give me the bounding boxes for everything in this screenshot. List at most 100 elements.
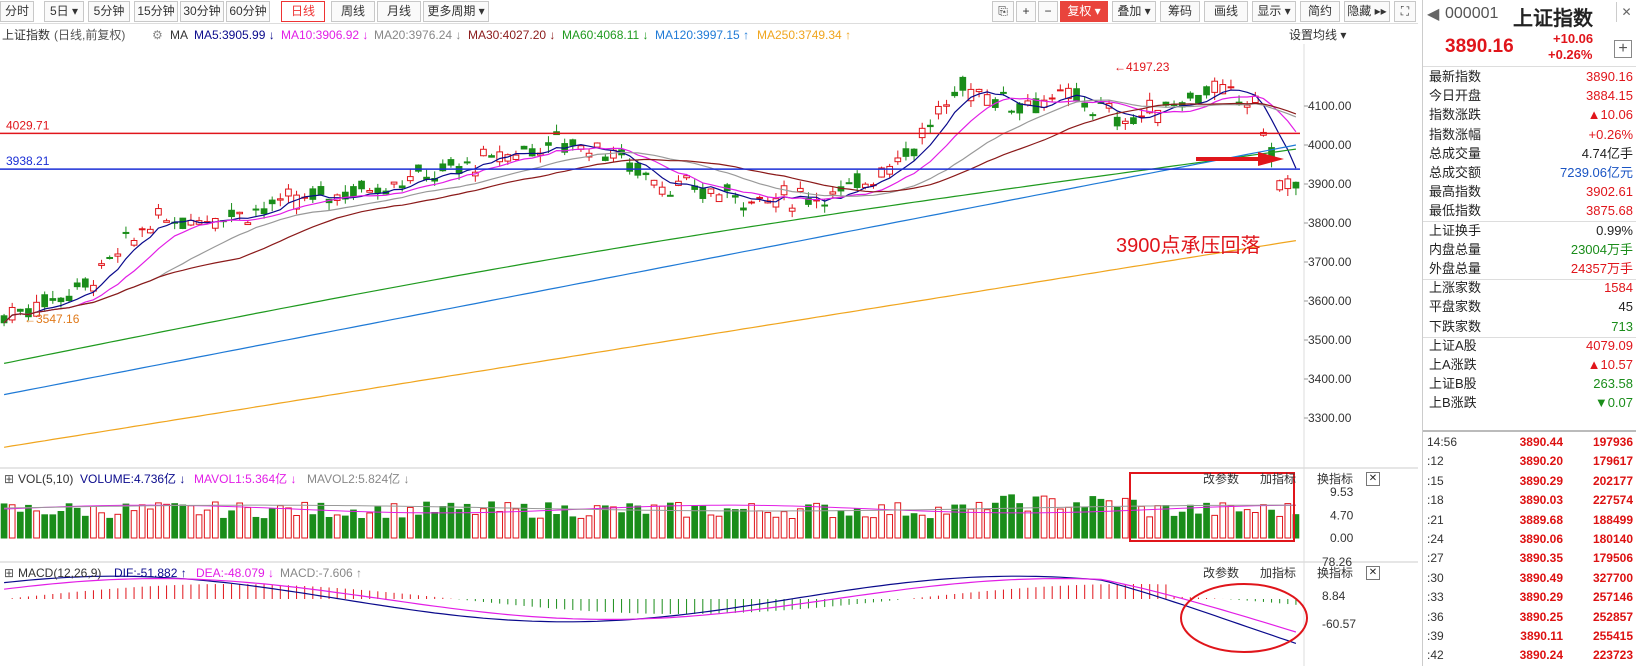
volume-bar bbox=[553, 514, 560, 539]
simple-button[interactable]: 简约 bbox=[1300, 1, 1340, 22]
macd-add-indicator-button[interactable]: 加指标 bbox=[1260, 566, 1297, 580]
macd-edit-params-button[interactable]: 改参数 bbox=[1203, 566, 1240, 580]
chart-area[interactable]: 4100.00 4000.00 3900.00 3800.00 3700.00 3600.… bbox=[0, 44, 1418, 666]
collapse-icon[interactable]: ⊞ bbox=[4, 566, 15, 580]
volume-bar bbox=[837, 510, 845, 539]
tick-price: 3890.29 bbox=[1519, 590, 1563, 605]
hide-button[interactable]: 隐藏 ▸▸ bbox=[1344, 1, 1390, 22]
volume-bar bbox=[610, 506, 617, 539]
volume-bar bbox=[805, 504, 812, 539]
prev-arrow-icon[interactable]: ◀ bbox=[1427, 6, 1440, 23]
volume-bar bbox=[1040, 495, 1048, 539]
volume-bar bbox=[358, 517, 365, 539]
candle-body bbox=[935, 105, 942, 115]
volume-bar bbox=[642, 513, 650, 539]
stat-row: 最新指数 3890.16 bbox=[1423, 67, 1636, 87]
candle-body bbox=[317, 186, 325, 195]
tab-monthly[interactable]: 月线 bbox=[377, 1, 421, 22]
resistance-label: 4029.71 bbox=[6, 118, 50, 132]
volume-bar bbox=[666, 502, 674, 539]
vol-add-indicator-button[interactable]: 加指标 bbox=[1260, 472, 1297, 486]
add-watchlist-icon[interactable]: + bbox=[1614, 40, 1632, 58]
macd-value: MACD:-7.606 ↑ bbox=[280, 566, 363, 580]
volume-bar bbox=[187, 505, 195, 539]
volume-bar bbox=[1008, 494, 1015, 539]
stat-value: 3875.68 bbox=[1586, 203, 1633, 219]
collapse-icon[interactable]: ⊞ bbox=[4, 472, 15, 486]
candle-body bbox=[122, 231, 130, 234]
vol-close-icon[interactable]: ✕ bbox=[1366, 472, 1380, 486]
tab-5day[interactable]: 5日 ▾ bbox=[44, 1, 84, 22]
tab-weekly[interactable]: 周线 bbox=[331, 1, 375, 22]
candle-body bbox=[512, 154, 520, 160]
lock-icon[interactable]: ⎘ bbox=[992, 1, 1014, 22]
zoom-in-icon[interactable]: + bbox=[1016, 1, 1036, 22]
volume-bar bbox=[179, 504, 187, 539]
expand-icon[interactable]: ⛶ bbox=[1394, 1, 1416, 22]
candle-body bbox=[650, 179, 658, 186]
tab-30min[interactable]: 30分钟 bbox=[180, 1, 224, 22]
volume-bar bbox=[545, 502, 552, 539]
candle-body bbox=[886, 165, 894, 175]
volume-bar bbox=[1243, 509, 1251, 539]
gear-icon[interactable]: ⚙ bbox=[152, 28, 163, 42]
tab-15min[interactable]: 15分钟 bbox=[134, 1, 178, 22]
kline-svg[interactable]: 4100.00 4000.00 3900.00 3800.00 3700.00 3600.… bbox=[0, 44, 1418, 666]
stat-value: 0.99% bbox=[1596, 222, 1633, 238]
volume-bar bbox=[894, 502, 902, 539]
chips-button[interactable]: 筹码 bbox=[1160, 1, 1200, 22]
macd-name: MACD(12,26,9) bbox=[18, 566, 102, 580]
mavol2-line bbox=[4, 504, 1296, 512]
y-tick-label: 3500.00 bbox=[1308, 333, 1352, 347]
candle-body bbox=[1065, 87, 1072, 100]
stat-label: 上B涨跌 bbox=[1429, 395, 1477, 411]
overlay-dropdown[interactable]: 叠加 ▾ bbox=[1112, 1, 1156, 22]
candle-body bbox=[16, 308, 24, 312]
tick-volume: 223723 bbox=[1592, 648, 1633, 663]
volume-bar bbox=[918, 514, 926, 539]
tab-60min[interactable]: 60分钟 bbox=[226, 1, 270, 22]
chart-mode: (日线,前复权) bbox=[54, 28, 126, 42]
tick-row: :33 3890.29 257146 bbox=[1423, 588, 1636, 607]
volume-bar bbox=[341, 515, 349, 539]
candle-body bbox=[293, 194, 300, 210]
tab-more-periods[interactable]: 更多周期 ▾ bbox=[423, 1, 489, 22]
candle-body bbox=[1227, 86, 1235, 89]
candle-body bbox=[341, 191, 349, 200]
display-dropdown[interactable]: 显示 ▾ bbox=[1252, 1, 1296, 22]
tab-timeshare[interactable]: 分时 bbox=[0, 1, 34, 22]
tick-row: :30 3890.49 327700 bbox=[1423, 569, 1636, 588]
vol-switch-indicator-button[interactable]: 换指标 bbox=[1317, 472, 1354, 486]
candle-body bbox=[138, 228, 146, 231]
candle-body bbox=[114, 253, 122, 257]
volume-bar bbox=[480, 508, 487, 539]
stat-value: 24357万手 bbox=[1570, 261, 1633, 276]
stat-label: 平盘家数 bbox=[1429, 299, 1482, 315]
volume-bar bbox=[203, 509, 211, 539]
volume-bar bbox=[853, 508, 861, 539]
candle-body bbox=[910, 148, 918, 157]
adjust-dropdown[interactable]: 复权 ▾ bbox=[1060, 1, 1108, 22]
volume-bar bbox=[455, 509, 463, 539]
stat-label: 总成交量 bbox=[1429, 145, 1482, 161]
candle-body bbox=[439, 163, 447, 172]
tick-volume: 227574 bbox=[1592, 493, 1633, 508]
draw-line-button[interactable]: 画线 bbox=[1204, 1, 1248, 22]
candle-body bbox=[276, 198, 284, 201]
volume-bar bbox=[317, 502, 325, 539]
mavol1-value: MAVOL1:5.364亿 ↓ bbox=[194, 472, 297, 486]
candle-body bbox=[90, 284, 97, 292]
close-panel-icon[interactable]: ✕ bbox=[1616, 2, 1636, 22]
volume-bar bbox=[415, 514, 422, 539]
candle-body bbox=[98, 263, 105, 266]
macd-switch-indicator-button[interactable]: 换指标 bbox=[1317, 566, 1354, 580]
vol-edit-params-button[interactable]: 改参数 bbox=[1203, 472, 1240, 486]
ma-settings-dropdown[interactable]: 设置均线 ▾ bbox=[1289, 28, 1347, 42]
zoom-out-icon[interactable]: − bbox=[1038, 1, 1058, 22]
macd-close-icon[interactable]: ✕ bbox=[1366, 566, 1380, 580]
volume-bar bbox=[25, 504, 32, 539]
tick-time: :42 bbox=[1427, 648, 1444, 663]
tab-5min[interactable]: 5分钟 bbox=[88, 1, 130, 22]
volume-bar bbox=[301, 501, 309, 539]
tab-daily[interactable]: 日线 bbox=[281, 1, 325, 22]
